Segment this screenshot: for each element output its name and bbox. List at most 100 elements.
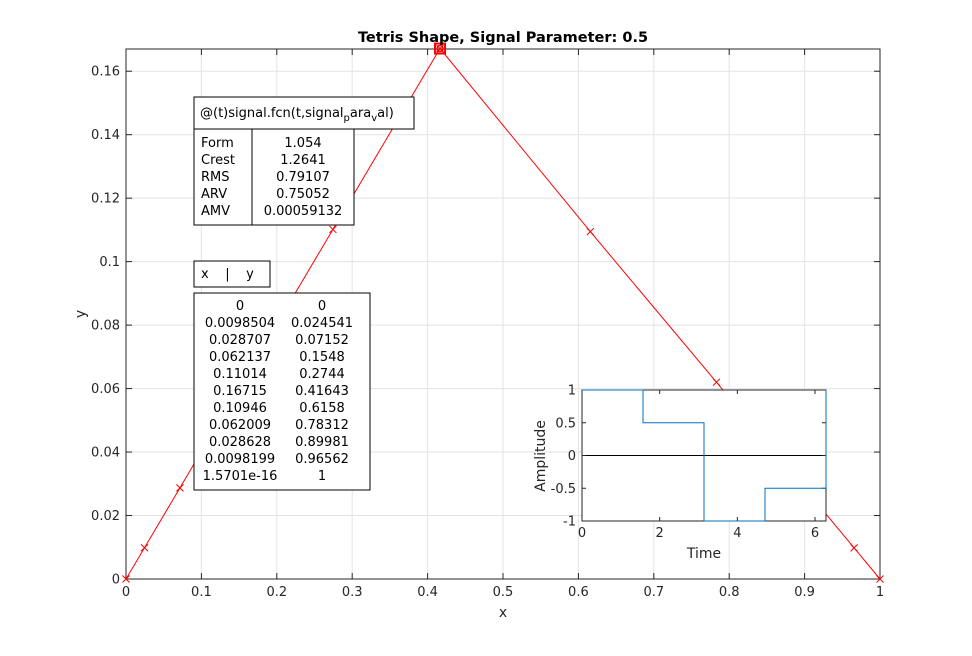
xy-table-x-value: 0.028707 [209, 333, 271, 348]
stat-value: 0.79107 [276, 170, 330, 185]
marker-stroke [586, 227, 595, 236]
function-label-box: @(t)signal.fcn(t,signalparaval) [193, 96, 415, 130]
xy-table: 0 0 0.0098504 0.024541 0.028707 0.07152 0.0621… [193, 292, 371, 491]
xy-table-x-value: 0.062009 [209, 418, 271, 433]
y-tick-label: 0.14 [91, 128, 120, 143]
data-point-marker [712, 378, 721, 387]
inset-chart: 0 2 4 6 1 0.5 0 -0.5 -1 Time Amplitude [533, 384, 827, 562]
inset-x-tick-label: 0 [578, 526, 586, 541]
y-tick-label: 0.16 [91, 65, 120, 80]
xy-header-frame [193, 260, 271, 288]
xy-table-y-value: 0.89981 [295, 435, 349, 450]
marker-stroke [876, 575, 884, 583]
stat-name: Crest [201, 153, 235, 168]
stat-name: RMS [201, 170, 230, 185]
y-tick-label: 0.06 [91, 382, 120, 397]
data-point-marker [176, 484, 184, 492]
xy-header: x | y [201, 267, 254, 282]
x-tick-label: 0.6 [568, 585, 589, 600]
xy-table-y-value: 1 [318, 469, 326, 484]
data-point-marker [876, 575, 884, 583]
peak-marker-circle [436, 44, 444, 53]
x-tick-label: 0.5 [493, 585, 514, 600]
x-tick-label: 0.7 [643, 585, 664, 600]
function-label-subscript: v [371, 113, 377, 124]
marker-stroke [329, 225, 337, 234]
stat-value: 0.00059132 [264, 204, 343, 219]
y-axis-label: y [73, 310, 89, 318]
peak-marker [433, 42, 446, 55]
chart-title: Tetris Shape, Signal Parameter: 0.5 [358, 30, 648, 46]
inset-y-tick-label: 0.5 [555, 416, 576, 431]
xy-table-y-value: 0.1548 [299, 350, 345, 365]
x-tick-label: 0.3 [342, 585, 363, 600]
xy-table-frame [193, 292, 371, 491]
stats-table: Form 1.054 Crest 1.2641 RMS 0.79107 ARV 0.75052… [193, 128, 355, 226]
marker-stroke [712, 378, 721, 387]
inset-series [582, 389, 827, 522]
inset-ticks: 0 2 4 6 1 0.5 0 -0.5 -1 [551, 384, 826, 541]
xy-table-x-value: 0 [236, 299, 244, 314]
stats-table-frame [193, 128, 355, 226]
x-tick-label: 0.2 [266, 585, 287, 600]
xy-table-x-value: 0.0098199 [205, 452, 275, 467]
inset-y-tick-label: 1 [568, 384, 576, 399]
inset-x-tick-label: 4 [733, 526, 741, 541]
function-label-part: @(t)signal.fcn(t,signal [200, 106, 344, 121]
function-label-subscript: p [344, 113, 350, 124]
y-tick-label: 0.12 [91, 192, 120, 207]
x-tick-label: 0.4 [417, 585, 438, 600]
marker-stroke [850, 543, 858, 552]
marker-stroke [122, 575, 130, 583]
stat-value: 1.2641 [280, 153, 326, 168]
stat-name: ARV [201, 187, 227, 202]
xy-table-x-value: 0.0098504 [205, 316, 275, 331]
function-label-part: ara [350, 106, 371, 121]
data-point-marker [850, 543, 858, 552]
inset-x-tick-label: 2 [656, 526, 664, 541]
inset-series-line [582, 389, 827, 522]
inset-y-tick-label: -0.5 [551, 482, 576, 497]
data-point-marker [140, 543, 149, 552]
xy-table-x-value: 0.16715 [213, 384, 267, 399]
x-tick-label: 0.1 [191, 585, 212, 600]
x-tick-label: 0.8 [719, 585, 740, 600]
xy-table-y-value: 0.024541 [291, 316, 353, 331]
xy-table-y-value: 0.6158 [299, 401, 345, 416]
xy-table-y-value: 0.2744 [299, 367, 345, 382]
x-axis-label: x [499, 605, 507, 621]
data-point-marker [122, 575, 130, 583]
inset-y-axis-label: Amplitude [533, 420, 549, 492]
xy-table-x-value: 0.028628 [209, 435, 271, 450]
xy-table-y-value: 0.78312 [295, 418, 349, 433]
x-tick-label: 0.9 [794, 585, 815, 600]
xy-table-y-value: 0.96562 [295, 452, 349, 467]
stat-value: 0.75052 [276, 187, 330, 202]
marker-stroke [140, 543, 149, 552]
inset-x-tick-label: 6 [811, 526, 819, 541]
xy-table-x-value: 0.11014 [213, 367, 267, 382]
xy-table-x-value: 0.10946 [213, 401, 267, 416]
marker-stroke [176, 484, 184, 492]
xy-table-y-value: 0.41643 [295, 384, 349, 399]
x-tick-label: 0 [122, 585, 130, 600]
data-point-marker [586, 227, 595, 236]
function-label: @(t)signal.fcn(t,signalparaval) [200, 106, 394, 124]
xy-header-box: x | y [193, 260, 271, 288]
stat-value: 1.054 [284, 136, 321, 151]
y-tick-label: 0.08 [91, 319, 120, 334]
x-tick-label: 1 [876, 585, 884, 600]
inset-y-tick-label: -1 [563, 515, 576, 530]
y-tick-label: 0 [112, 573, 120, 588]
inset-x-axis-label: Time [686, 546, 721, 562]
function-label-part: al) [377, 106, 394, 121]
inset-y-tick-label: 0 [568, 449, 576, 464]
xy-table-y-value: 0 [318, 299, 326, 314]
data-point-marker [329, 225, 337, 234]
xy-table-x-value: 1.5701e-16 [203, 469, 278, 484]
stat-name: AMV [201, 204, 230, 219]
y-tick-label: 0.1 [99, 255, 120, 270]
main-ticks: 0 0.1 0.2 0.3 0.4 0.5 0.6 0.7 0.8 0.9 1 0 0.02 0.04 0.… [91, 49, 884, 600]
